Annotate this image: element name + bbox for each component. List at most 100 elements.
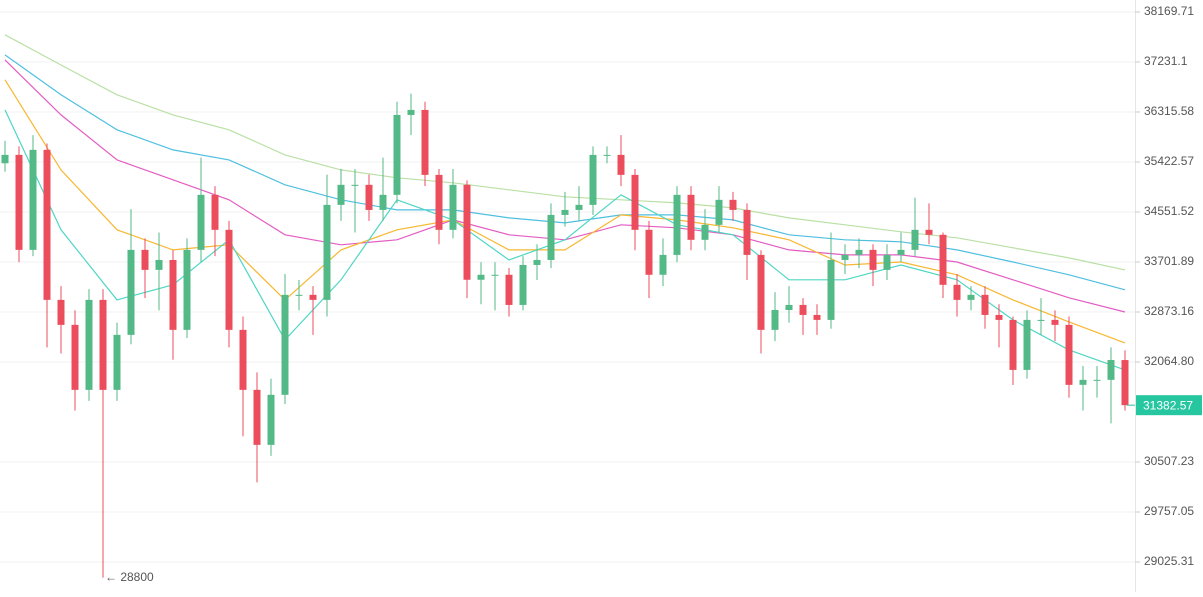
candle-body [547, 214, 555, 260]
candle-body [253, 389, 261, 445]
candle-body [407, 109, 415, 115]
candle-body [701, 224, 709, 240]
candle-body [715, 199, 723, 225]
candle-body [57, 299, 65, 325]
candle-body [85, 299, 93, 390]
candle-body [365, 184, 373, 210]
last-price-tag [1136, 395, 1202, 416]
candle-body [379, 194, 387, 210]
candle-body [267, 394, 275, 445]
candle-body [1065, 324, 1073, 385]
candle-body [757, 254, 765, 330]
y-tick-label: 30507.23 [1144, 454, 1194, 468]
y-tick-label: 32064.80 [1144, 354, 1194, 368]
candle-body [43, 149, 51, 300]
candle-body [575, 204, 583, 210]
candle-body [435, 174, 443, 230]
y-tick-label: 33701.89 [1144, 254, 1194, 268]
low-annotation: ← 28800 [105, 570, 154, 584]
candle-body [659, 254, 667, 275]
candle-body [631, 174, 639, 230]
candle-body [589, 154, 597, 205]
candle-body [799, 304, 807, 315]
candle-body [211, 194, 219, 230]
candle-body [645, 229, 653, 275]
candle-body [463, 184, 471, 280]
candle-body [183, 249, 191, 330]
candle-body [939, 234, 947, 285]
candle-body [491, 274, 499, 276]
candle-body [673, 194, 681, 255]
candle-body [197, 194, 205, 250]
candle-body [841, 254, 849, 260]
y-tick-label: 35422.57 [1144, 154, 1194, 168]
candle-body [421, 109, 429, 175]
candle-body [127, 249, 135, 335]
candle-body [351, 184, 359, 186]
candle-body [883, 254, 891, 270]
candle-body [729, 199, 737, 210]
candle-body [1093, 379, 1101, 381]
candle-body [477, 274, 485, 280]
candle-body [99, 299, 107, 390]
candle-body [1, 154, 9, 164]
candle-body [995, 314, 1003, 320]
candle-body [141, 249, 149, 270]
candle-body [953, 284, 961, 300]
y-tick-label: 34551.52 [1144, 204, 1194, 218]
candle-body [323, 204, 331, 300]
y-tick-label: 38169.71 [1144, 4, 1194, 18]
candle-body [281, 294, 289, 395]
candle-body [1079, 379, 1087, 385]
candle-body [519, 264, 527, 305]
candle-body [71, 324, 79, 390]
candle-body [15, 154, 23, 250]
candle-body [785, 304, 793, 310]
candle-body [449, 184, 457, 230]
candle-body [1009, 319, 1017, 370]
candle-body [869, 249, 877, 270]
y-tick-label: 29025.31 [1144, 554, 1194, 568]
y-tick-label: 36315.58 [1144, 104, 1194, 118]
candle-body [1107, 360, 1115, 380]
candle-body [393, 114, 401, 195]
candle-body [239, 329, 247, 390]
candle-body [813, 314, 821, 320]
candle-body [981, 294, 989, 315]
candle-body [155, 259, 163, 270]
candle-body [1121, 360, 1129, 406]
candle-body [827, 259, 835, 320]
candle-body [337, 184, 345, 205]
candle-body [225, 229, 233, 330]
candle-body [505, 274, 513, 305]
y-tick-label: 29757.05 [1144, 504, 1194, 518]
candle-body [911, 229, 919, 250]
candle-body [1051, 319, 1059, 325]
moving-average-line [4, 79, 1126, 344]
candle-body [687, 194, 695, 240]
candle-body [295, 294, 303, 296]
candle-body [561, 209, 569, 215]
candle-body [743, 209, 751, 255]
last-price-label: 31382.57 [1143, 398, 1193, 412]
candle-body [169, 259, 177, 330]
candle-body [29, 149, 37, 250]
candle-body [617, 154, 625, 175]
candle-body [309, 294, 317, 300]
candle-body [603, 154, 611, 156]
candle-body [1023, 319, 1031, 370]
candle-body [855, 249, 863, 255]
candle-body [1037, 319, 1045, 321]
moving-average-line [4, 109, 1126, 371]
candle-body [113, 334, 121, 390]
candle-body [925, 229, 933, 235]
candle-body [533, 259, 541, 265]
candle-body [771, 309, 779, 330]
candle-body [897, 249, 905, 255]
candle-body [967, 294, 975, 300]
y-tick-label: 37231.1 [1144, 54, 1188, 68]
y-tick-label: 32873.16 [1144, 304, 1194, 318]
